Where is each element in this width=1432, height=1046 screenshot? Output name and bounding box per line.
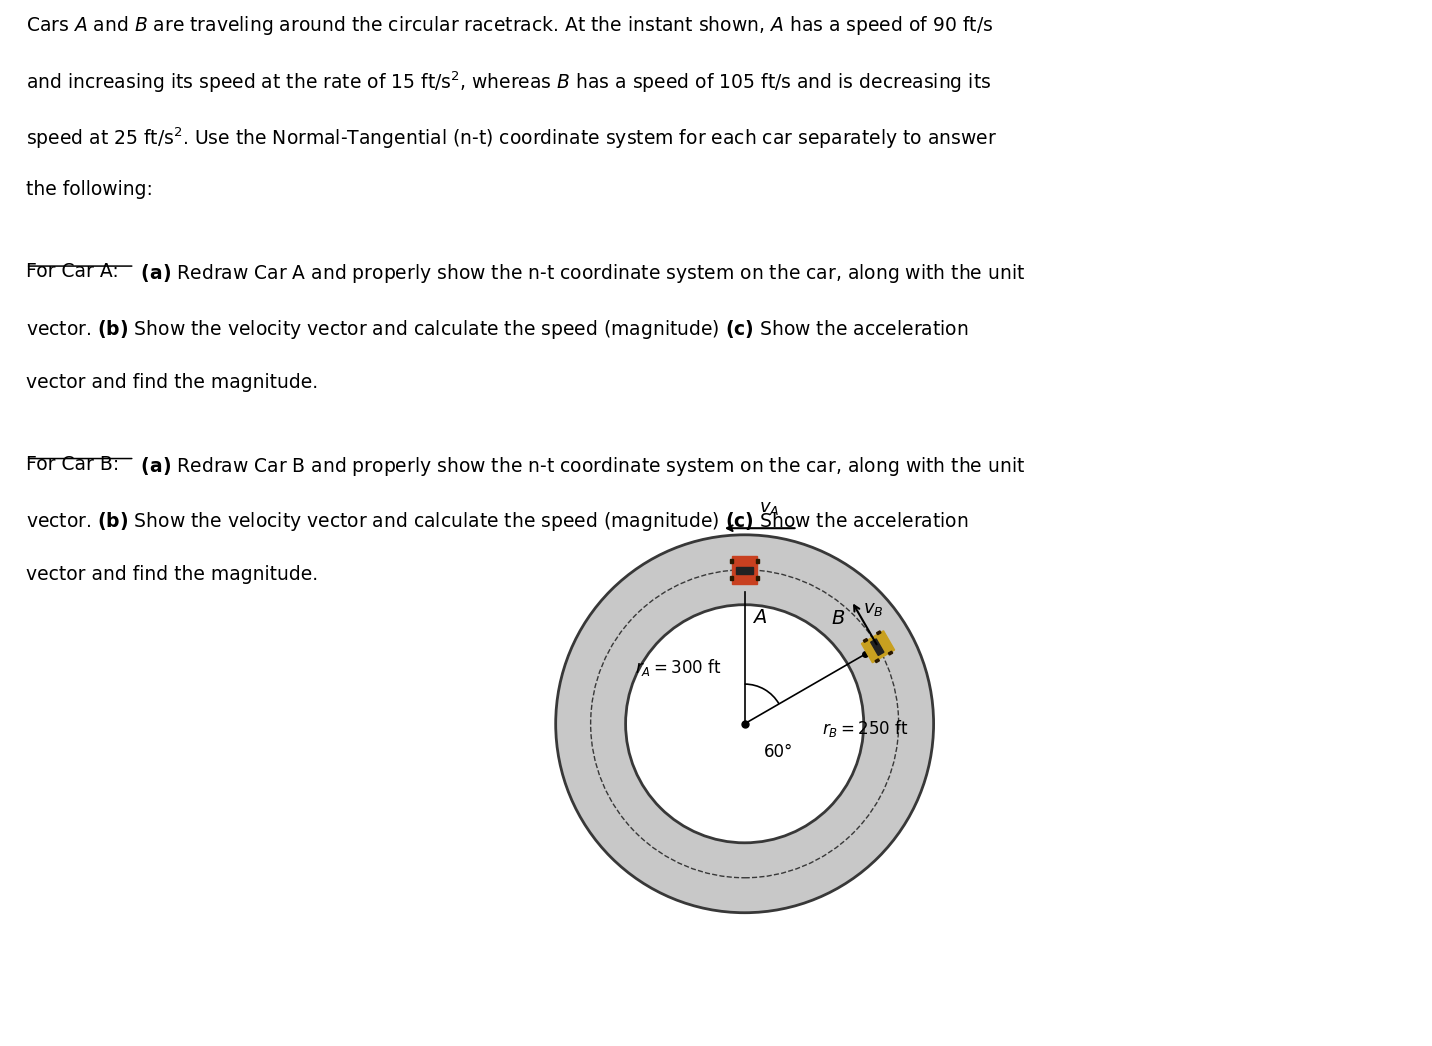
Polygon shape bbox=[863, 638, 868, 642]
Circle shape bbox=[556, 535, 934, 913]
Text: Cars $A$ and $B$ are traveling around the circular racetrack. At the instant sho: Cars $A$ and $B$ are traveling around th… bbox=[26, 15, 994, 38]
Text: $A$: $A$ bbox=[752, 608, 768, 627]
Polygon shape bbox=[730, 560, 733, 564]
Text: speed at 25 ft/s$^2$. Use the Normal-Tangential (n-t) coordinate system for each: speed at 25 ft/s$^2$. Use the Normal-Tan… bbox=[26, 126, 997, 151]
Text: the following:: the following: bbox=[26, 180, 153, 200]
Text: $v_A$: $v_A$ bbox=[759, 499, 779, 517]
Text: For Car A:: For Car A: bbox=[26, 263, 119, 281]
Polygon shape bbox=[862, 631, 895, 663]
Polygon shape bbox=[730, 576, 733, 581]
Text: $r_B = 250$ ft: $r_B = 250$ ft bbox=[822, 718, 908, 738]
Text: $v_B$: $v_B$ bbox=[863, 599, 884, 617]
Polygon shape bbox=[756, 560, 759, 564]
Text: vector. $\mathbf{(b)}$ Show the velocity vector and calculate the speed (magnitu: vector. $\mathbf{(b)}$ Show the velocity… bbox=[26, 318, 968, 341]
Text: $\mathbf{(a)}$ Redraw Car B and properly show the n-t coordinate system on the c: $\mathbf{(a)}$ Redraw Car B and properly… bbox=[135, 455, 1025, 478]
Polygon shape bbox=[875, 659, 879, 663]
Text: $r_A = 300$ ft: $r_A = 300$ ft bbox=[634, 657, 722, 678]
Text: and increasing its speed at the rate of 15 ft/s$^2$, whereas $B$ has a speed of : and increasing its speed at the rate of … bbox=[26, 70, 991, 95]
Polygon shape bbox=[888, 652, 892, 655]
Text: vector. $\mathbf{(b)}$ Show the velocity vector and calculate the speed (magnitu: vector. $\mathbf{(b)}$ Show the velocity… bbox=[26, 510, 968, 533]
Polygon shape bbox=[732, 555, 758, 584]
Text: vector and find the magnitude.: vector and find the magnitude. bbox=[26, 565, 318, 585]
Text: vector and find the magnitude.: vector and find the magnitude. bbox=[26, 373, 318, 392]
Polygon shape bbox=[876, 631, 881, 635]
Polygon shape bbox=[871, 639, 884, 656]
Polygon shape bbox=[736, 567, 753, 574]
Text: $B$: $B$ bbox=[831, 609, 845, 628]
Text: For Car B:: For Car B: bbox=[26, 455, 119, 474]
Text: 60°: 60° bbox=[763, 743, 793, 760]
Circle shape bbox=[626, 605, 863, 843]
Text: $\mathbf{(a)}$ Redraw Car A and properly show the n-t coordinate system on the c: $\mathbf{(a)}$ Redraw Car A and properly… bbox=[135, 263, 1025, 286]
Polygon shape bbox=[756, 576, 759, 581]
